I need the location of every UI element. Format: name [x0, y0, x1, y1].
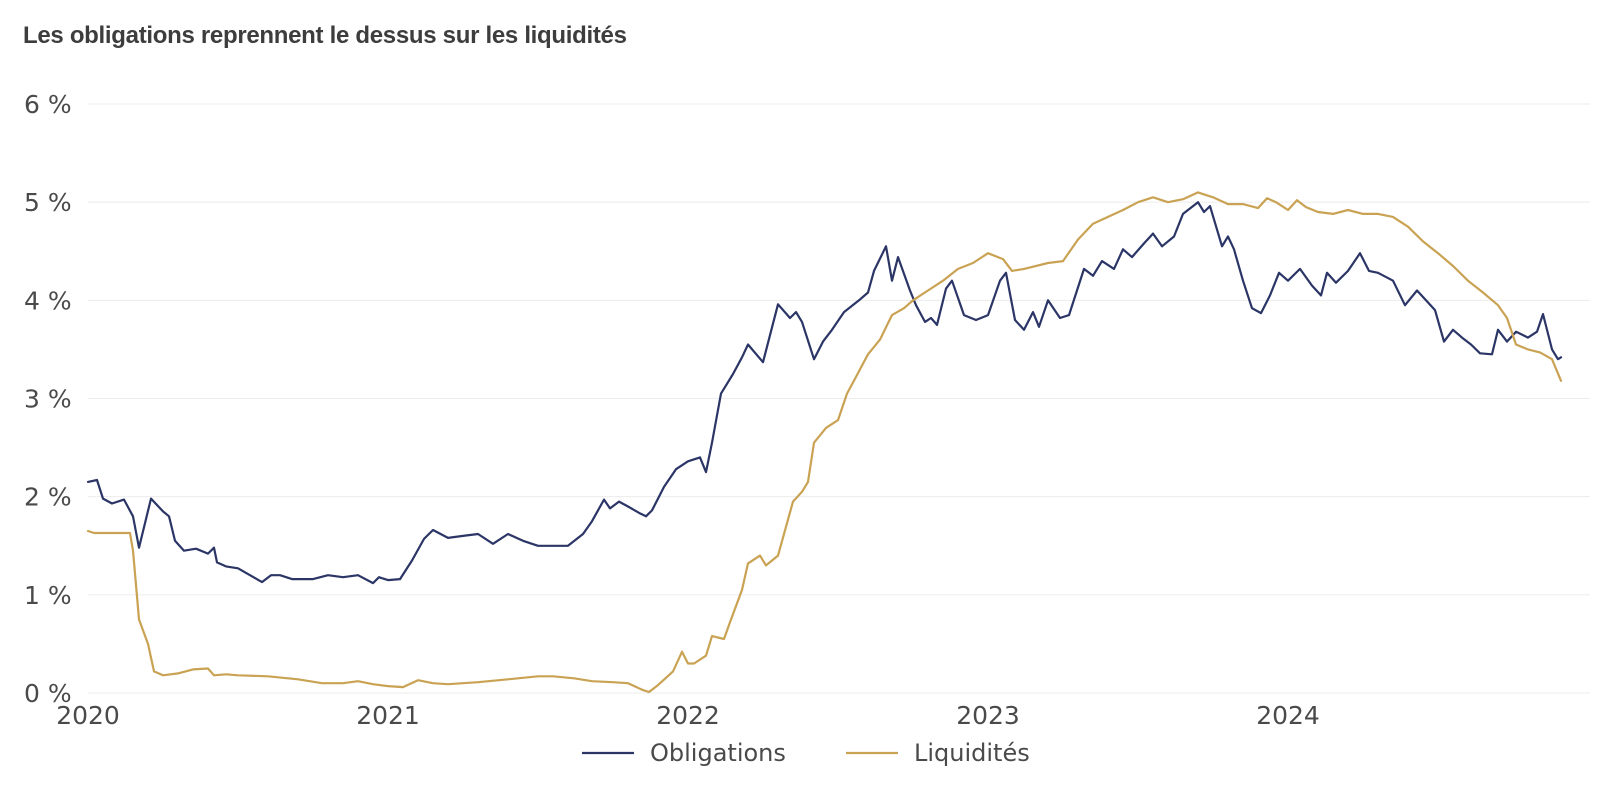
series-line-liquidités	[86, 191, 1563, 694]
y-tick-label: 1 %	[24, 581, 72, 610]
legend-item-obligations: Obligations	[582, 739, 786, 767]
legend-label: Liquidités	[914, 739, 1030, 767]
y-tick-label: 4 %	[24, 286, 72, 315]
x-axis-ticks: 2020 2021 2022 2023 2024	[56, 701, 1320, 730]
y-tick-label: 0 %	[24, 679, 72, 708]
legend-item-liquidités: Liquidités	[846, 739, 1030, 767]
grid-lines	[88, 103, 1590, 694]
series-lines	[86, 191, 1563, 694]
x-tick-label: 2024	[1256, 701, 1320, 730]
y-tick-label: 5 %	[24, 188, 72, 217]
series-line-obligations	[86, 201, 1563, 585]
y-tick-label: 2 %	[24, 483, 72, 512]
x-tick-label: 2023	[956, 701, 1020, 730]
x-tick-label: 2021	[356, 701, 420, 730]
x-tick-label: 2022	[656, 701, 720, 730]
legend: Obligations Liquidités	[582, 739, 1030, 767]
y-tick-label: 3 %	[24, 385, 72, 414]
x-tick-label: 2020	[56, 701, 120, 730]
chart-title: Les obligations reprennent le dessus sur…	[23, 22, 627, 49]
y-tick-label: 6 %	[24, 90, 72, 119]
legend-label: Obligations	[650, 739, 786, 767]
y-axis-ticks: 0 % 1 % 2 % 3 % 4 % 5 % 6 %	[24, 90, 72, 708]
